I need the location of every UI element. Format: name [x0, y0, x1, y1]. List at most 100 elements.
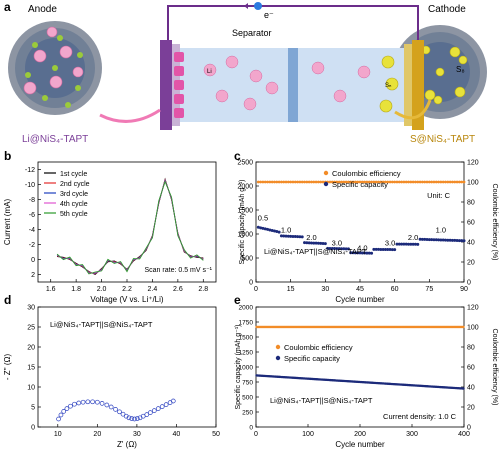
y2-tick-label: 40: [467, 240, 475, 247]
ce-point: [404, 180, 408, 184]
ce-point: [423, 180, 427, 184]
y2-tick-label: 40: [467, 385, 475, 392]
ce-point: [351, 180, 355, 184]
y-tick-label: 15: [27, 365, 35, 372]
rate-label: 2.0: [408, 233, 418, 242]
external-circuit: [167, 2, 419, 40]
capacity-point: [298, 235, 302, 239]
eis-point: [104, 402, 110, 408]
eis-point: [170, 398, 176, 404]
ce-point: [372, 180, 376, 184]
y2-tick-label: 60: [467, 365, 475, 372]
x-axis-label: Cycle number: [335, 440, 385, 449]
eis-point: [155, 406, 161, 411]
ce-point: [289, 180, 293, 184]
capacity-point: [420, 237, 424, 241]
capacity-point: [407, 242, 411, 246]
eis-point: [147, 410, 153, 415]
capacity-point: [390, 248, 394, 252]
x-tick-label: 30: [133, 431, 141, 438]
ce-point: [414, 180, 417, 184]
y-tick-label: 1000: [239, 365, 254, 372]
capacity-point: [256, 225, 260, 229]
y-tick-label: -2: [29, 242, 35, 249]
capacity-point: [333, 247, 337, 251]
ce-point: [395, 180, 399, 184]
capacity-point: [383, 247, 387, 251]
li-ions-anode: [174, 52, 184, 118]
y-tick-label: -10: [25, 182, 35, 189]
y-tick-label: 30: [27, 305, 35, 312]
capacity-point: [400, 242, 404, 246]
panel-label-c: c: [234, 149, 241, 163]
y2-tick-label: 0: [467, 425, 471, 432]
anode-material-label: Li@NiS₄-TAPT: [22, 134, 88, 145]
capacity-point: [263, 227, 267, 231]
ce-point: [379, 180, 383, 184]
ce-point: [259, 180, 263, 184]
rate-label: 1.0: [281, 226, 291, 235]
y-axis-label: Specific capacity (mAh g⁻¹): [235, 325, 242, 410]
ce-point: [266, 180, 269, 184]
rate-label: 4.0: [357, 243, 367, 252]
y2-tick-label: 100: [467, 180, 479, 187]
x-tick-label: 30: [321, 286, 329, 293]
ce-point: [358, 180, 362, 184]
capacity-point: [326, 246, 330, 250]
battery-cell: [160, 40, 424, 130]
capacity-point: [312, 241, 316, 245]
capacity-point: [300, 235, 304, 239]
legend-entry: 4th cycle: [60, 201, 88, 208]
ce-point: [337, 180, 341, 184]
capacity-point: [386, 248, 390, 252]
ce-point: [314, 180, 318, 184]
legend-marker-capacity: [275, 355, 281, 361]
panel-label-d: d: [4, 293, 11, 307]
y2-tick-label: 80: [467, 200, 475, 207]
ce-point: [425, 180, 429, 184]
x-tick-label: 200: [354, 431, 366, 438]
capacity-point: [360, 251, 364, 255]
x-tick-label: 2.2: [122, 286, 132, 293]
capacity-point: [437, 238, 441, 242]
capacity-point: [457, 239, 461, 243]
capacity-point: [358, 251, 362, 255]
capacity-point: [346, 247, 350, 251]
x-tick-label: 2.8: [198, 286, 208, 293]
capacity-point: [344, 247, 348, 251]
y-tick-label: 250: [242, 410, 253, 417]
x-tick-label: 60: [391, 286, 399, 293]
eis-point: [126, 415, 132, 421]
rate-label: 3.0: [385, 239, 395, 248]
scan-rate-annotation: Scan rate: 0.5 mV s⁻¹: [145, 267, 213, 274]
ce-point: [384, 180, 387, 184]
ce-point: [386, 180, 390, 184]
eis-point: [134, 416, 140, 421]
ce-point: [363, 180, 367, 184]
capacity-point: [425, 238, 429, 242]
ce-point: [319, 180, 323, 184]
x-tick-label: 100: [302, 431, 314, 438]
x-tick-label: 75: [425, 286, 433, 293]
panel-label-e: e: [234, 293, 241, 307]
x-tick-label: 15: [287, 286, 295, 293]
electron-label: e⁻: [264, 10, 274, 20]
y-tick-label: 5: [31, 405, 35, 412]
ce-point: [268, 180, 272, 184]
eis-point: [80, 399, 86, 405]
ce-point: [312, 180, 316, 184]
capacity-point: [335, 247, 339, 251]
y2-tick-label: 120: [467, 305, 479, 312]
panel-label-a: a: [4, 0, 11, 14]
ce-point: [303, 180, 306, 184]
capacity-point: [411, 242, 415, 246]
eis-point: [117, 409, 122, 415]
ce-point: [270, 180, 274, 184]
x-tick-label: 2.4: [148, 286, 158, 293]
polysulfides: [379, 55, 399, 113]
ce-point: [321, 180, 325, 184]
ce-point: [446, 180, 450, 184]
ce-point: [432, 180, 436, 184]
capacity-point: [321, 241, 325, 245]
legend-marker-ce: [275, 344, 281, 350]
